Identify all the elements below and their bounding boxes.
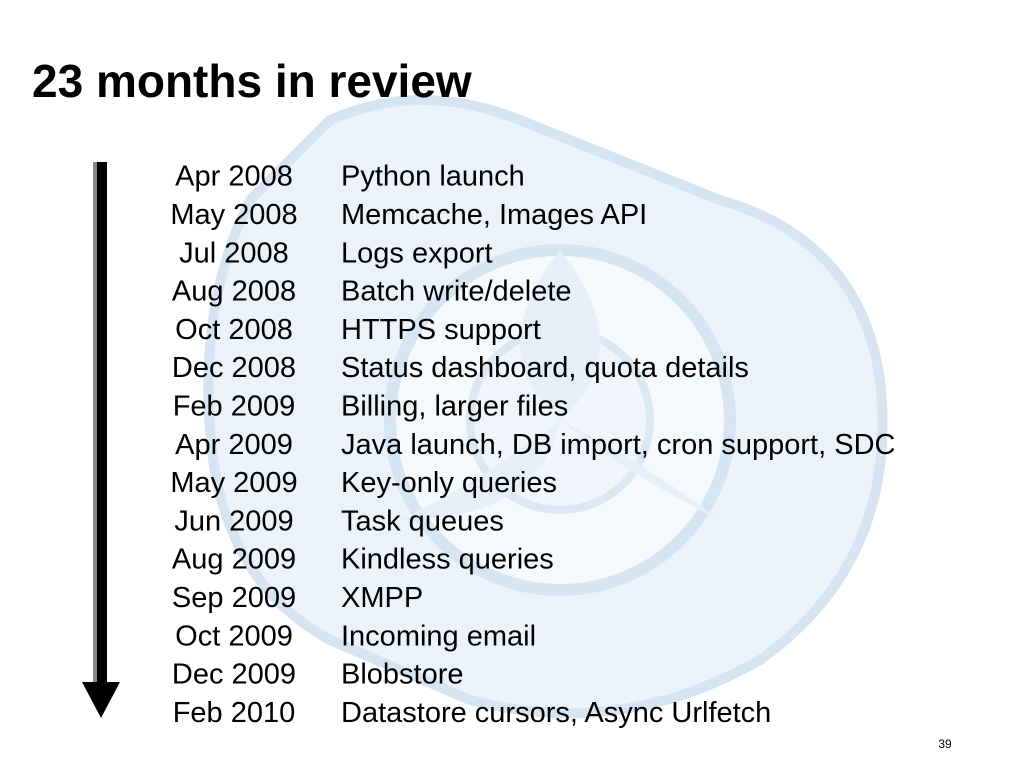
- timeline-event: Java launch, DB import, cron support, SD…: [341, 429, 895, 461]
- timeline-date: Sep 2009: [172, 582, 296, 614]
- timeline-date: Dec 2008: [172, 352, 296, 384]
- timeline-arrow: [82, 162, 120, 718]
- page-number: 39: [938, 737, 952, 751]
- timeline-date: Aug 2009: [172, 544, 296, 576]
- timeline-event: Datastore cursors, Async Urlfetch: [341, 697, 771, 729]
- timeline-date: Oct 2009: [175, 620, 293, 652]
- timeline-event: XMPP: [341, 582, 423, 614]
- timeline-event: Billing, larger files: [341, 390, 568, 422]
- timeline-event: Task queues: [341, 505, 504, 537]
- timeline-event: HTTPS support: [341, 314, 541, 346]
- timeline-event: Blobstore: [341, 659, 464, 691]
- timeline-date: Feb 2010: [173, 697, 296, 729]
- timeline-date: Apr 2009: [175, 429, 293, 461]
- timeline-event: Batch write/delete: [341, 276, 572, 308]
- timeline-date: Jun 2009: [174, 505, 293, 537]
- timeline-date: Oct 2008: [175, 314, 293, 346]
- timeline-event: Logs export: [341, 237, 493, 269]
- timeline-event: Python launch: [341, 161, 525, 193]
- timeline-event: Key-only queries: [341, 467, 557, 499]
- timeline-event: Kindless queries: [341, 544, 554, 576]
- watermark-logo: [203, 95, 888, 719]
- timeline-date: Apr 2008: [175, 161, 293, 193]
- timeline-event: Status dashboard, quota details: [341, 352, 749, 384]
- timeline-event: Memcache, Images API: [341, 199, 647, 231]
- timeline-list: Apr 2008 Python launch May 2008 Memcache, I…: [170, 161, 895, 729]
- timeline-date: May 2008: [170, 199, 297, 231]
- timeline-date: Dec 2009: [172, 659, 296, 691]
- slide-title: 23 months in review: [32, 55, 472, 107]
- timeline-date: Feb 2009: [173, 390, 296, 422]
- timeline-date: Aug 2008: [172, 276, 296, 308]
- timeline-date: May 2009: [170, 467, 297, 499]
- timeline-event: Incoming email: [341, 620, 536, 652]
- timeline-date: Jul 2008: [179, 237, 289, 269]
